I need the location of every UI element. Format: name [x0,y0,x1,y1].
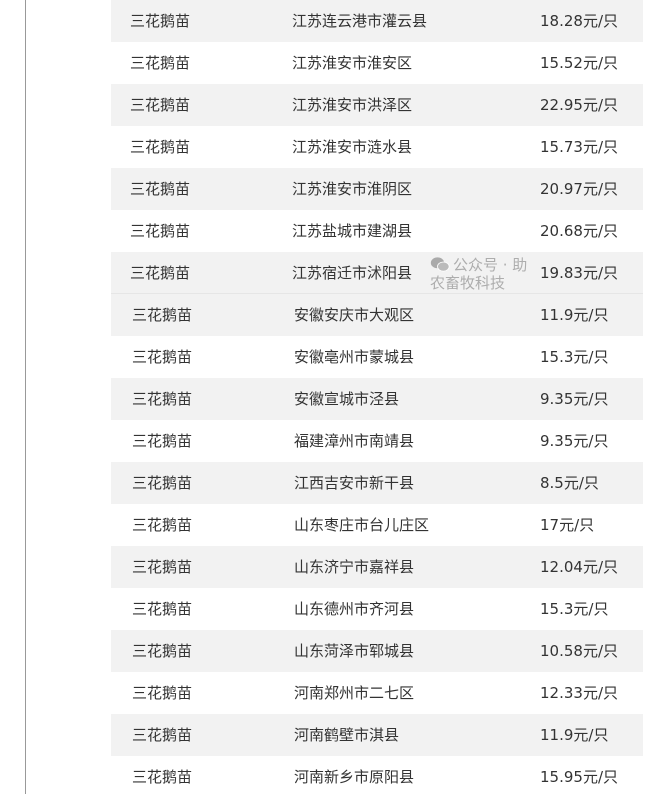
table-row: 三花鹅苗 河南郑州市二七区 12.33元/只 [111,672,643,714]
table-row: 三花鹅苗 江苏宿迁市沭阳县 19.83元/只 [111,252,643,294]
region: 江苏淮安市洪泽区 [292,96,413,114]
wechat-icon [430,257,450,272]
table-row: 三花鹅苗 山东德州市齐河县 15.3元/只 [111,588,643,630]
product-name: 三花鹅苗 [132,600,193,618]
region: 江苏连云港市灌云县 [292,12,428,30]
table-row: 三花鹅苗 安徽宣城市泾县 9.35元/只 [111,378,643,420]
region: 河南鹤壁市淇县 [294,726,400,744]
table-row: 三花鹅苗 河南新乡市原阳县 15.95元/只 [111,756,643,798]
product-name: 三花鹅苗 [130,180,191,198]
region: 江苏淮安市淮阴区 [292,180,413,198]
table-row: 三花鹅苗 河南鹤壁市淇县 11.9元/只 [111,714,643,756]
price: 9.35元/只 [540,432,609,450]
region: 安徽安庆市大观区 [294,306,415,324]
table-row: 三花鹅苗 山东菏泽市郓城县 10.58元/只 [111,630,643,672]
price: 11.9元/只 [540,726,609,744]
region: 江苏盐城市建湖县 [292,222,413,240]
price: 12.33元/只 [540,684,618,702]
region: 山东德州市齐河县 [294,600,415,618]
price: 15.3元/只 [540,348,609,366]
product-name: 三花鹅苗 [132,348,193,366]
region: 河南郑州市二七区 [294,684,415,702]
table-row: 三花鹅苗 山东济宁市嘉祥县 12.04元/只 [111,546,643,588]
price: 20.68元/只 [540,222,618,240]
product-name: 三花鹅苗 [130,54,191,72]
table-row: 三花鹅苗 江苏淮安市淮阴区 20.97元/只 [111,168,643,210]
table-row: 三花鹅苗 江苏连云港市灌云县 18.28元/只 [111,0,643,42]
watermark: 公众号 · 助农畜牧科技 [430,256,534,292]
price: 8.5元/只 [540,474,599,492]
region: 江苏淮安市涟水县 [292,138,413,156]
region: 安徽宣城市泾县 [294,390,400,408]
table-row: 三花鹅苗 江苏淮安市淮安区 15.52元/只 [111,42,643,84]
watermark-text: 公众号 · 助农畜牧科技 [430,256,528,292]
region: 江西吉安市新干县 [294,474,415,492]
region: 山东菏泽市郓城县 [294,642,415,660]
region: 江苏淮安市淮安区 [292,54,413,72]
product-name: 三花鹅苗 [130,222,191,240]
product-name: 三花鹅苗 [132,474,193,492]
price: 15.52元/只 [540,54,618,72]
product-name: 三花鹅苗 [130,138,191,156]
product-name: 三花鹅苗 [132,390,193,408]
price: 19.83元/只 [540,264,618,282]
product-name: 三花鹅苗 [132,516,193,534]
region: 安徽亳州市蒙城县 [294,348,415,366]
product-name: 三花鹅苗 [132,726,193,744]
table-row: 三花鹅苗 江苏淮安市洪泽区 22.95元/只 [111,84,643,126]
price: 20.97元/只 [540,180,618,198]
price: 11.9元/只 [540,306,609,324]
price: 17元/只 [540,516,595,534]
region: 江苏宿迁市沭阳县 [292,264,413,282]
product-name: 三花鹅苗 [132,768,193,786]
region: 河南新乡市原阳县 [294,768,415,786]
price-table-1: 三花鹅苗 江苏连云港市灌云县 18.28元/只 三花鹅苗 江苏淮安市淮安区 15.52元/… [111,0,643,294]
region: 山东济宁市嘉祥县 [294,558,415,576]
price: 12.04元/只 [540,558,618,576]
price: 15.95元/只 [540,768,618,786]
table-row: 三花鹅苗 福建漳州市南靖县 9.35元/只 [111,420,643,462]
price: 22.95元/只 [540,96,618,114]
table-row: 三花鹅苗 江苏淮安市涟水县 15.73元/只 [111,126,643,168]
price: 15.73元/只 [540,138,618,156]
product-name: 三花鹅苗 [132,684,193,702]
price: 10.58元/只 [540,642,618,660]
product-name: 三花鹅苗 [130,264,191,282]
price: 18.28元/只 [540,12,618,30]
table-row: 三花鹅苗 山东枣庄市台儿庄区 17元/只 [111,504,643,546]
product-name: 三花鹅苗 [132,558,193,576]
price: 15.3元/只 [540,600,609,618]
price: 9.35元/只 [540,390,609,408]
product-name: 三花鹅苗 [130,96,191,114]
product-name: 三花鹅苗 [132,642,193,660]
price-table-2: 三花鹅苗 安徽安庆市大观区 11.9元/只 三花鹅苗 安徽亳州市蒙城县 15.3元/只 三花… [111,293,643,798]
region: 福建漳州市南靖县 [294,432,415,450]
table-row: 三花鹅苗 江西吉安市新干县 8.5元/只 [111,462,643,504]
table-row: 三花鹅苗 江苏盐城市建湖县 20.68元/只 [111,210,643,252]
left-border-line [25,0,26,794]
product-name: 三花鹅苗 [132,432,193,450]
table-row: 三花鹅苗 安徽亳州市蒙城县 15.3元/只 [111,336,643,378]
product-name: 三花鹅苗 [132,306,193,324]
table-row: 三花鹅苗 安徽安庆市大观区 11.9元/只 [111,294,643,336]
product-name: 三花鹅苗 [130,12,191,30]
region: 山东枣庄市台儿庄区 [294,516,430,534]
